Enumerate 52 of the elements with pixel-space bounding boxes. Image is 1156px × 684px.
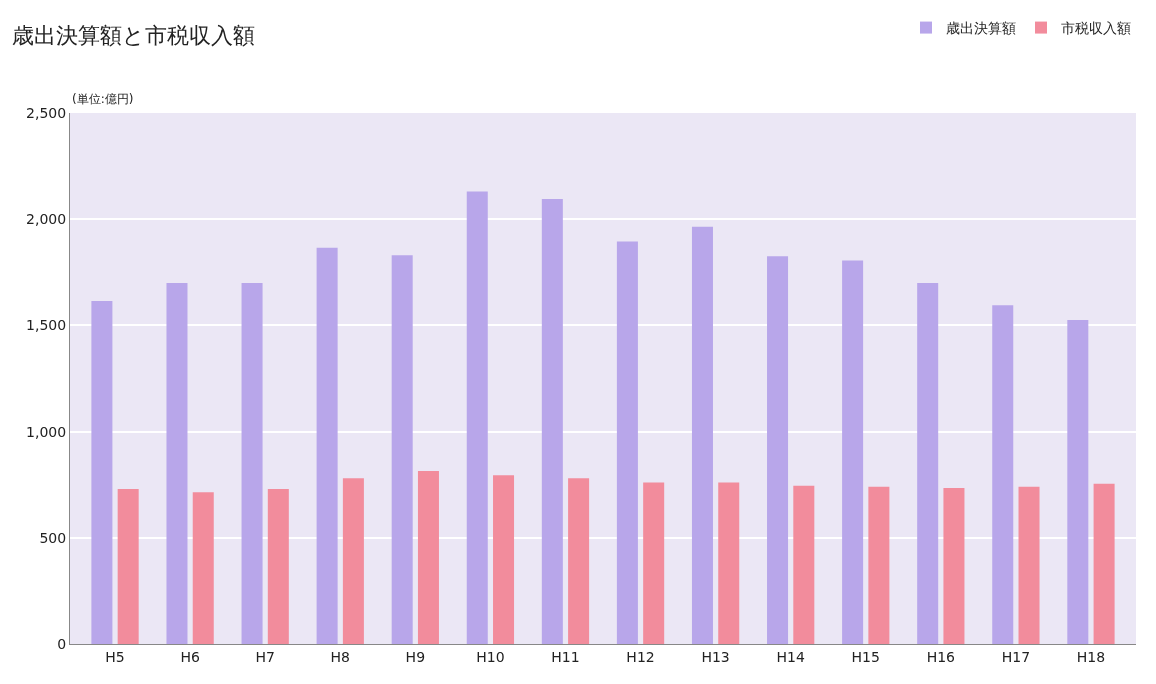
bar [1067,320,1089,644]
legend-label: 市税収入額 [1061,20,1131,37]
bar [267,488,289,644]
x-tick-label: H12 [626,648,655,665]
bar [793,485,815,644]
x-tick-label: H11 [551,648,580,665]
bar [842,260,864,644]
bar [342,478,364,644]
bar [992,305,1014,644]
y-tick-label: 1,500 [26,317,67,334]
bar [466,191,488,644]
bar [117,488,139,644]
x-tick-label: H9 [405,648,426,665]
y-tick-label: 1,000 [26,423,67,440]
x-tick-label: H7 [255,648,275,665]
x-tick-label: H14 [776,648,805,665]
bar [616,241,638,644]
bar [91,300,113,644]
bar [643,482,665,644]
x-tick-label: H8 [330,648,350,665]
x-tick-label: H5 [105,648,125,665]
bar [917,282,939,644]
bar [541,199,563,644]
y-tick-label: 2,000 [26,211,67,228]
bar [767,256,789,644]
bar [943,487,965,644]
chart-title: 歳出決算額と市税収入額 [11,22,255,48]
bar [192,492,214,644]
y-tick-label: 2,500 [26,104,67,121]
bar [316,247,338,644]
x-tick-label: H10 [476,648,505,665]
x-tick-label: H13 [701,648,730,665]
bar [691,226,713,644]
bar [868,486,890,644]
bar [391,255,413,644]
x-tick-label: H17 [1001,648,1031,665]
x-tick-label: H16 [926,648,956,665]
text: (単位:億円) [72,92,134,106]
bar [493,475,515,644]
y-tick-label: 0 [57,635,67,652]
x-tick-label: H18 [1076,648,1106,665]
bar [1093,483,1115,644]
x-tick-label: H15 [851,648,880,665]
bar [241,282,263,644]
bar [1018,486,1040,644]
legend-label: 歳出決算額 [946,20,1016,37]
y-tick-label: 500 [39,529,67,546]
bar [568,478,590,644]
bar [417,470,439,644]
x-tick-label: H6 [180,648,200,665]
bar [718,482,740,644]
bar [166,282,188,644]
